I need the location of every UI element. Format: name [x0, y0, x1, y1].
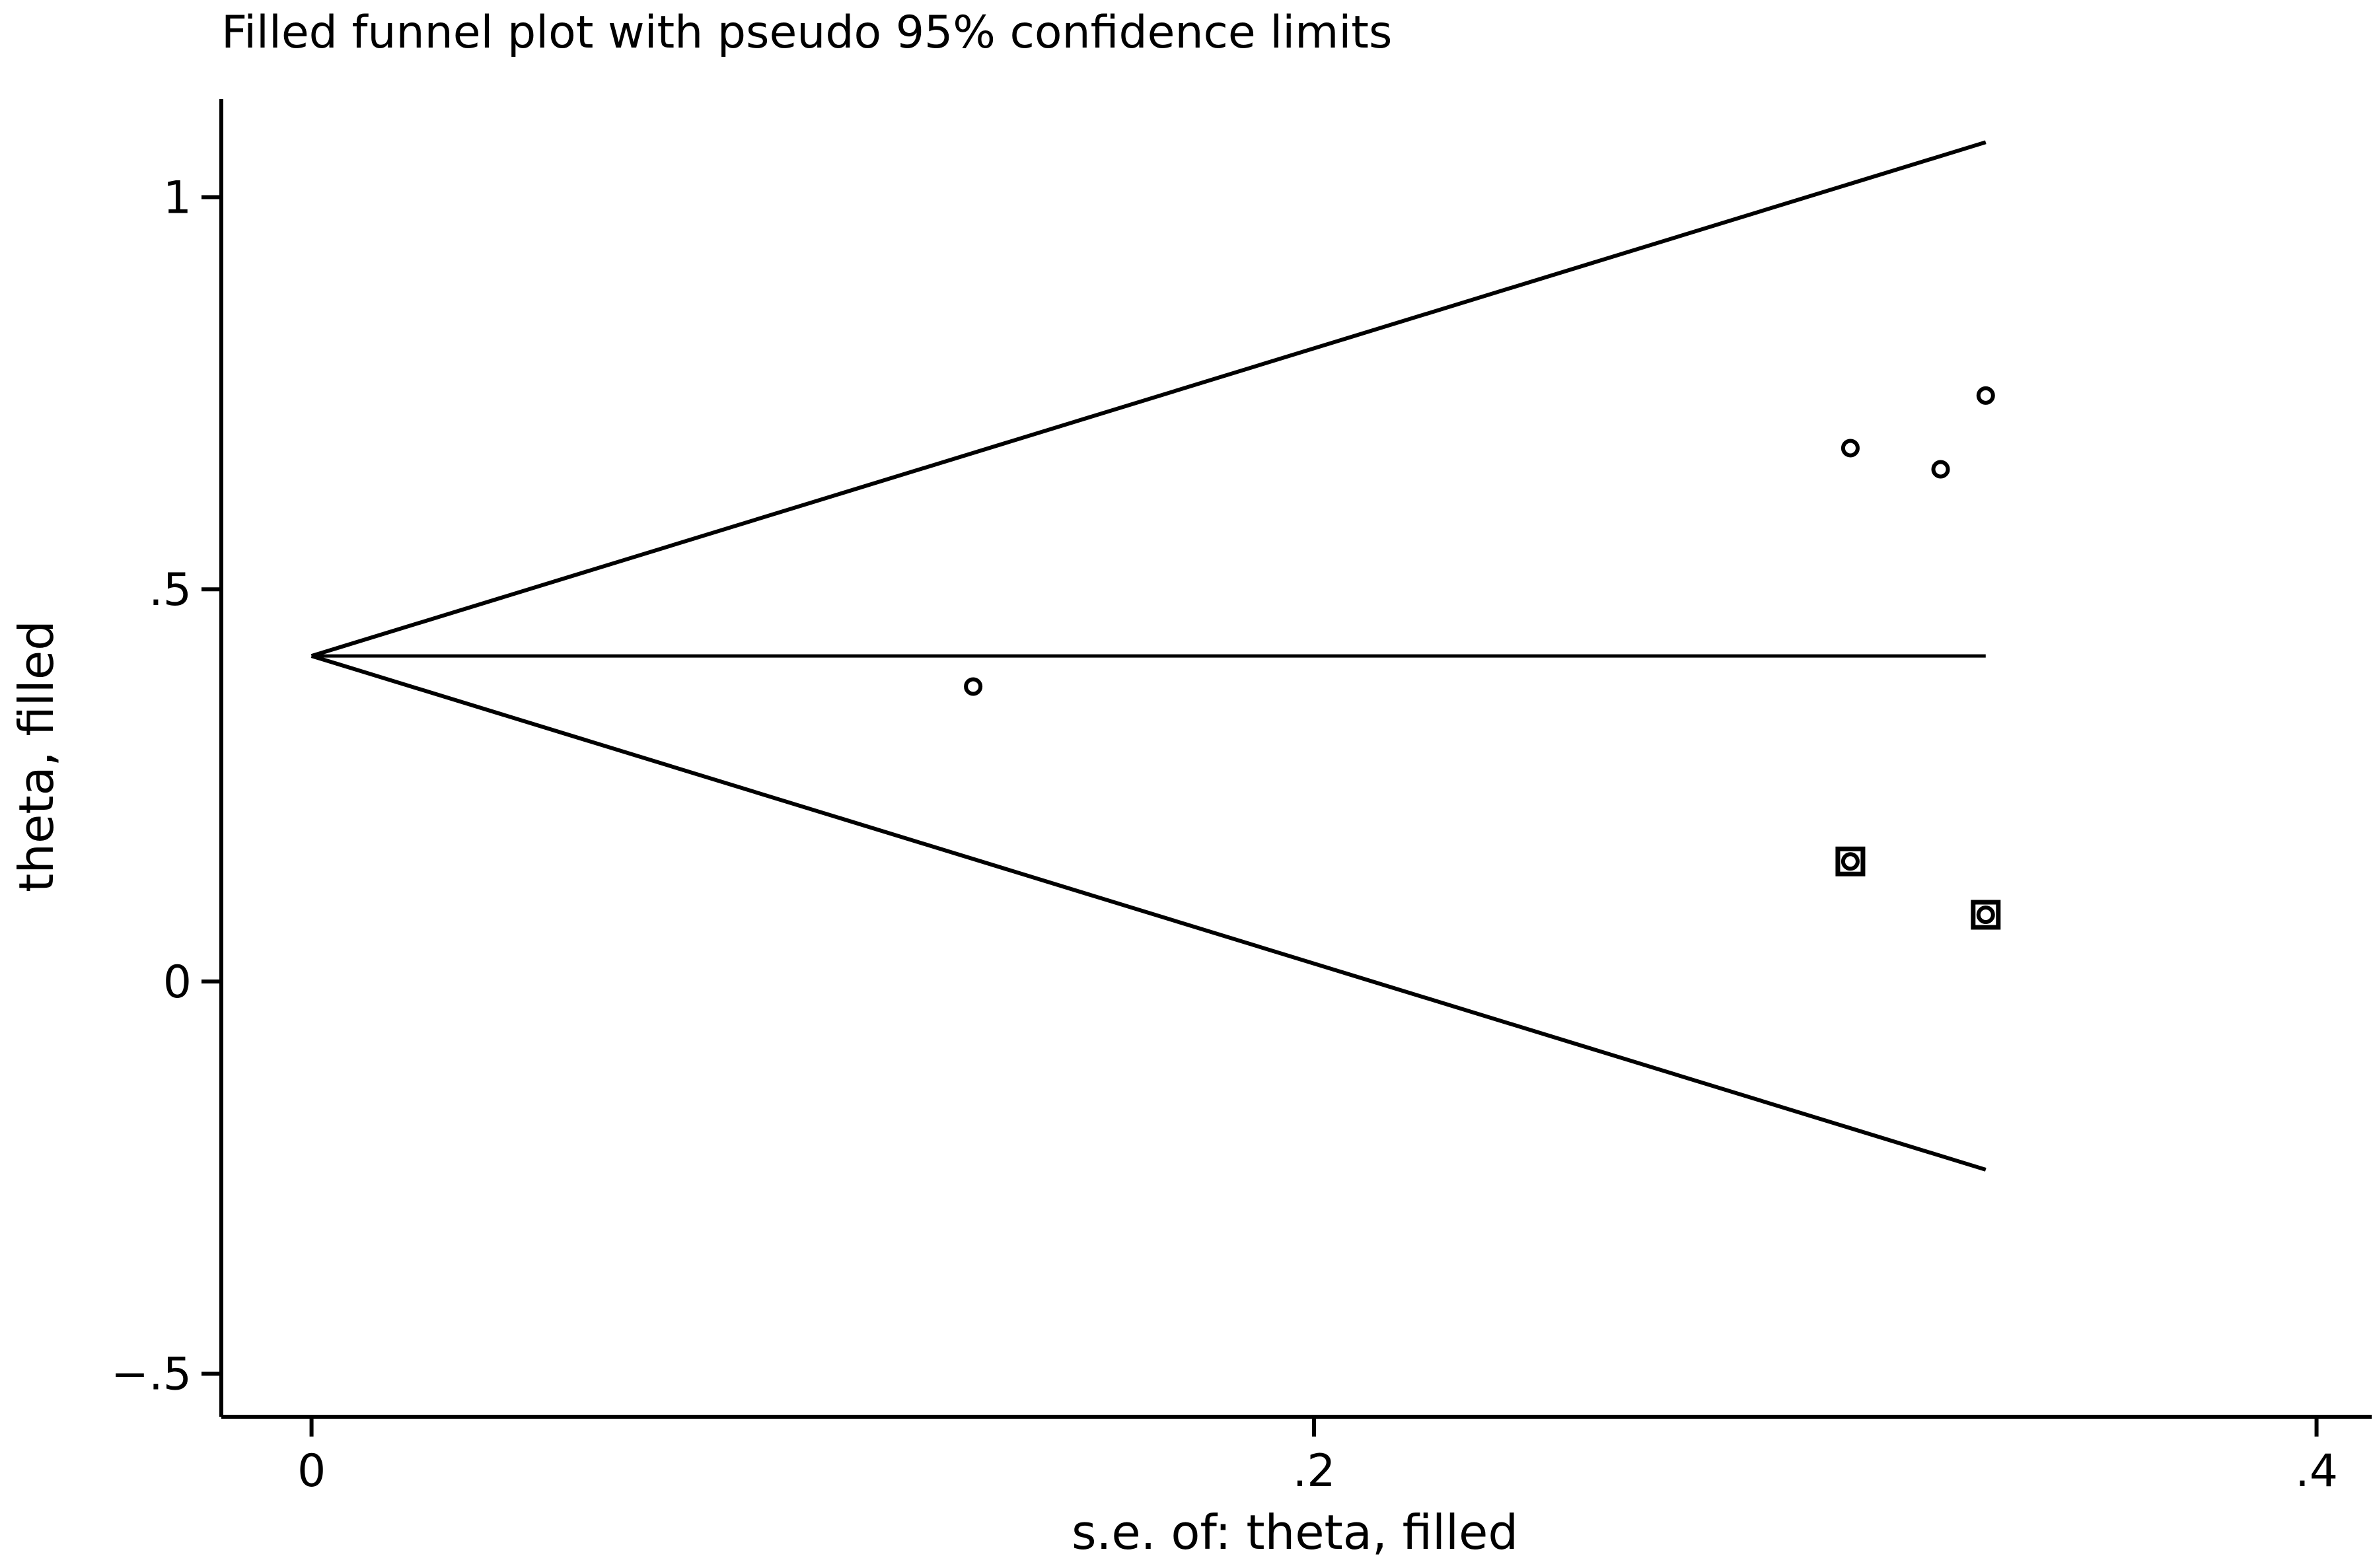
axes: −.5 0 .5 1 0 .2 .4: [111, 99, 2372, 1497]
y-tick-label-0: −.5: [111, 1349, 192, 1401]
upper-confidence-limit: [311, 140, 1987, 658]
lower-confidence-limit: [311, 654, 1987, 1172]
study-point-3: [1976, 386, 1995, 405]
chart-marks: [311, 140, 2001, 1172]
x-axis-title: s.e. of: theta, filled: [1072, 1505, 1518, 1560]
y-tick-label-1: 0: [163, 956, 192, 1009]
x-tick-label-1: .2: [1293, 1445, 1336, 1497]
study-point-0: [964, 677, 983, 696]
study-point-1: [1841, 439, 1860, 458]
x-tick-label-0: 0: [297, 1445, 326, 1497]
study-point-5: [1976, 906, 1995, 924]
study-point-2: [1931, 460, 1950, 479]
y-tick-label-3: 1: [163, 172, 192, 224]
filled-study-square-0: [1835, 846, 1866, 876]
chart-title: Filled funnel plot with pseudo 95% confi…: [221, 7, 1392, 59]
study-point-4: [1841, 852, 1860, 871]
x-tick-label-2: .4: [2295, 1445, 2338, 1497]
filled-study-square-1: [1971, 900, 2001, 930]
y-axis-title: theta, filled: [9, 620, 64, 892]
y-tick-label-2: .5: [149, 564, 192, 616]
